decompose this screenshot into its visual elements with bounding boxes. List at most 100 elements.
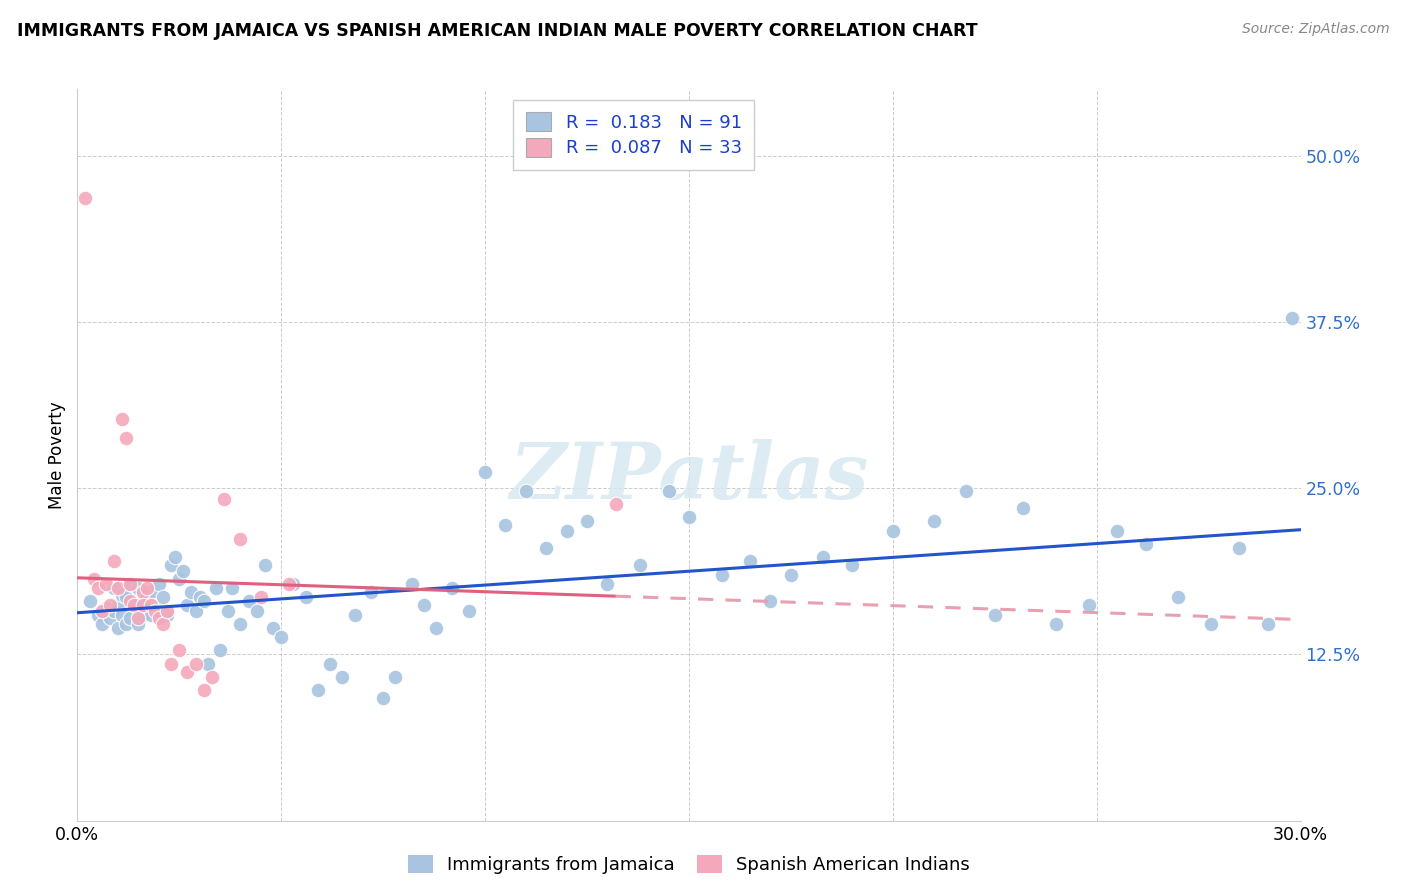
- Point: [441, 581, 464, 595]
- Point: [120, 611, 142, 625]
- Point: [103, 603, 125, 617]
- Point: [131, 607, 153, 622]
- Point: [120, 594, 142, 608]
- Point: [343, 607, 366, 622]
- Point: [401, 577, 423, 591]
- Point: [90, 616, 112, 631]
- Point: [160, 558, 183, 573]
- Point: [1167, 591, 1189, 605]
- Point: [172, 564, 194, 578]
- Point: [107, 581, 129, 595]
- Text: IMMIGRANTS FROM JAMAICA VS SPANISH AMERICAN INDIAN MALE POVERTY CORRELATION CHAR: IMMIGRANTS FROM JAMAICA VS SPANISH AMERI…: [17, 22, 977, 40]
- Point: [371, 691, 394, 706]
- Point: [131, 585, 153, 599]
- Point: [176, 665, 198, 679]
- Point: [307, 683, 329, 698]
- Point: [115, 616, 138, 631]
- Point: [87, 607, 110, 622]
- Point: [253, 558, 276, 573]
- Point: [555, 524, 578, 538]
- Point: [79, 594, 101, 608]
- Point: [165, 550, 187, 565]
- Point: [212, 491, 235, 506]
- Point: [1257, 616, 1279, 631]
- Point: [576, 515, 599, 529]
- Point: [1107, 524, 1129, 538]
- Point: [193, 594, 215, 608]
- Point: [605, 497, 627, 511]
- Point: [413, 598, 436, 612]
- Point: [1199, 616, 1222, 631]
- Point: [495, 518, 517, 533]
- Point: [152, 616, 174, 631]
- Point: [90, 603, 112, 617]
- Point: [143, 603, 166, 617]
- Point: [139, 598, 162, 612]
- Point: [710, 567, 733, 582]
- Point: [107, 598, 129, 612]
- Point: [238, 594, 260, 608]
- Point: [98, 611, 121, 625]
- Point: [94, 600, 117, 615]
- Point: [131, 594, 153, 608]
- Point: [922, 515, 945, 529]
- Text: Source: ZipAtlas.com: Source: ZipAtlas.com: [1241, 22, 1389, 37]
- Text: ZIPatlas: ZIPatlas: [509, 439, 869, 515]
- Point: [111, 412, 134, 426]
- Point: [184, 603, 207, 617]
- Point: [740, 554, 762, 568]
- Point: [384, 670, 406, 684]
- Point: [188, 591, 211, 605]
- Point: [813, 550, 835, 565]
- Point: [1045, 616, 1067, 631]
- Point: [1135, 537, 1157, 551]
- Point: [193, 683, 215, 698]
- Point: [94, 577, 117, 591]
- Point: [1281, 310, 1303, 325]
- Point: [98, 598, 121, 612]
- Point: [107, 621, 129, 635]
- Point: [955, 483, 977, 498]
- Point: [779, 567, 801, 582]
- Point: [127, 611, 149, 625]
- Point: [201, 670, 224, 684]
- Point: [87, 581, 110, 595]
- Point: [156, 607, 179, 622]
- Point: [474, 465, 496, 479]
- Point: [217, 603, 239, 617]
- Point: [678, 510, 700, 524]
- Point: [115, 591, 138, 605]
- Point: [115, 431, 138, 445]
- Point: [208, 643, 231, 657]
- Point: [658, 483, 681, 498]
- Point: [135, 581, 157, 595]
- Point: [120, 577, 142, 591]
- Point: [332, 670, 354, 684]
- Point: [148, 611, 170, 625]
- Point: [148, 577, 170, 591]
- Point: [1077, 598, 1099, 612]
- Point: [135, 591, 157, 605]
- Point: [360, 585, 382, 599]
- Point: [131, 598, 153, 612]
- Point: [139, 585, 162, 599]
- Point: [127, 616, 149, 631]
- Point: [111, 607, 134, 622]
- Point: [229, 616, 252, 631]
- Point: [984, 607, 1007, 622]
- Point: [127, 581, 149, 595]
- Point: [283, 577, 305, 591]
- Y-axis label: Male Poverty: Male Poverty: [48, 401, 66, 508]
- Point: [515, 483, 537, 498]
- Point: [534, 541, 557, 555]
- Point: [169, 643, 191, 657]
- Point: [278, 577, 301, 591]
- Point: [75, 191, 97, 205]
- Point: [152, 591, 174, 605]
- Point: [83, 572, 105, 586]
- Point: [425, 621, 447, 635]
- Point: [1229, 541, 1251, 555]
- Point: [759, 594, 782, 608]
- Point: [596, 577, 619, 591]
- Point: [246, 603, 269, 617]
